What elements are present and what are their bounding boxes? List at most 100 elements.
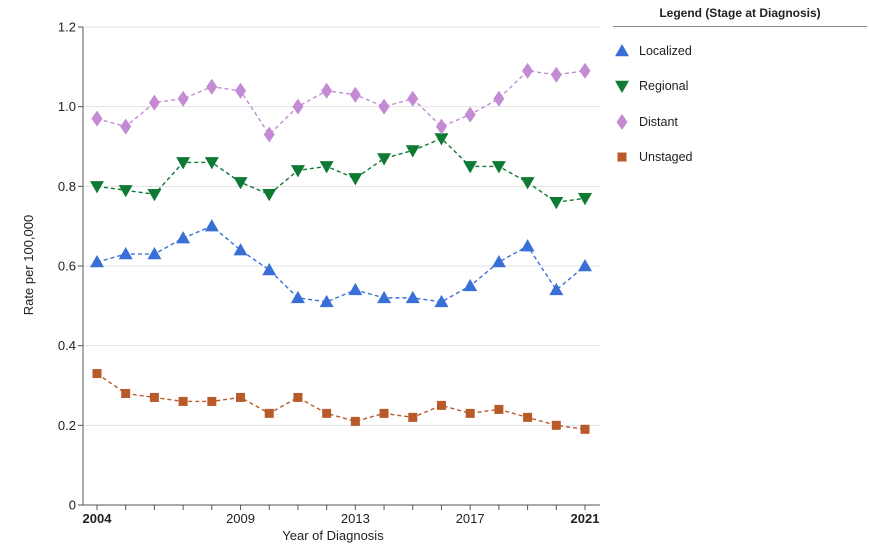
y-tick-label: 0	[69, 498, 76, 513]
data-point-localized	[204, 219, 219, 232]
data-point-regional	[90, 181, 104, 194]
series-line-regional	[96, 137, 586, 203]
data-point-distant	[235, 82, 247, 99]
data-point-regional	[204, 157, 219, 170]
series-line-unstaged	[96, 372, 586, 431]
data-point-localized	[90, 255, 104, 268]
legend-marker-distant	[616, 113, 628, 130]
data-point-regional	[491, 161, 506, 174]
x-tick-label: 2009	[226, 511, 255, 526]
data-point-distant	[435, 118, 447, 135]
y-tick-label: 1.2	[58, 20, 76, 35]
x-tick-label: 2021	[571, 511, 600, 526]
data-point-distant	[206, 78, 218, 95]
legend-label-regional: Regional	[639, 79, 689, 94]
legend-label-distant: Distant	[639, 114, 678, 129]
data-point-localized	[434, 294, 449, 308]
data-point-distant	[464, 106, 476, 123]
data-point-unstaged	[350, 416, 360, 426]
data-point-localized	[233, 243, 248, 256]
data-point-localized	[176, 231, 191, 244]
y-axis-title: Rate per 100,000	[21, 215, 36, 315]
series-unstaged	[92, 369, 590, 434]
data-point-localized	[491, 255, 506, 268]
x-axis-title: Year of Diagnosis	[282, 528, 384, 543]
data-point-distant	[177, 90, 189, 107]
y-tick-label: 0.4	[58, 338, 76, 353]
y-tick-label: 1.0	[58, 99, 76, 114]
data-point-regional	[348, 173, 363, 186]
legend-symbol-regional	[615, 81, 629, 94]
gridlines	[83, 26, 600, 426]
data-point-unstaged	[92, 369, 102, 379]
data-point-regional	[405, 145, 420, 158]
y-tick-label: 0.8	[58, 179, 76, 194]
data-point-unstaged	[322, 408, 332, 418]
series-distant	[91, 62, 591, 143]
data-point-distant	[148, 94, 160, 111]
data-point-regional	[520, 177, 535, 190]
data-point-regional	[463, 161, 478, 174]
data-point-distant	[522, 62, 534, 79]
series-regional	[90, 133, 592, 210]
series-localized	[90, 219, 592, 308]
data-point-regional	[434, 133, 449, 146]
legend: Legend (Stage at Diagnosis) Localized Reg…	[613, 4, 867, 175]
data-point-regional	[290, 165, 305, 178]
data-point-unstaged	[264, 408, 274, 418]
data-point-regional	[147, 189, 162, 202]
data-point-regional	[176, 157, 191, 170]
legend-item-unstaged: Unstaged	[613, 140, 867, 176]
data-point-unstaged	[436, 400, 446, 410]
data-point-localized	[262, 262, 277, 276]
data-point-distant	[378, 98, 390, 115]
data-point-regional	[118, 185, 133, 198]
legend-marker-unstaged	[617, 152, 627, 162]
legend-symbol-localized	[615, 43, 629, 56]
data-point-localized	[348, 282, 363, 296]
data-point-distant	[321, 82, 333, 99]
data-point-regional	[233, 177, 248, 190]
legend-item-distant: Distant	[613, 104, 867, 140]
data-point-distant	[407, 90, 419, 107]
data-point-unstaged	[551, 420, 561, 430]
data-point-unstaged	[408, 412, 418, 422]
data-point-localized	[405, 290, 420, 304]
data-point-distant	[579, 62, 591, 79]
data-point-unstaged	[494, 404, 504, 414]
data-point-distant	[493, 90, 505, 107]
axes: 0 0.2 0.4 0.6 0.8 1.0 1.2 2004 2009 2013 2017 2021	[58, 20, 600, 526]
legend-title: Legend (Stage at Diagnosis)	[613, 4, 867, 27]
data-point-unstaged	[207, 396, 217, 406]
data-point-regional	[578, 193, 592, 206]
data-point-unstaged	[149, 392, 159, 402]
legend-item-localized: Localized	[613, 33, 867, 69]
legend-symbol-distant	[616, 113, 628, 130]
data-point-localized	[463, 278, 478, 292]
data-point-regional	[549, 197, 564, 210]
data-point-unstaged	[379, 408, 389, 418]
data-point-unstaged	[178, 396, 188, 406]
data-point-localized	[520, 239, 535, 252]
data-point-unstaged	[236, 392, 246, 402]
data-point-distant	[292, 98, 304, 115]
series-group	[90, 62, 592, 434]
y-tick-label: 0.6	[58, 259, 76, 274]
x-tick-label: 2013	[341, 511, 370, 526]
data-point-unstaged	[121, 388, 131, 398]
x-tick-label: 2004	[83, 511, 113, 526]
legend-label-localized: Localized	[639, 43, 692, 58]
data-point-localized	[549, 282, 564, 296]
legend-marker-localized	[615, 43, 629, 56]
data-point-unstaged	[465, 408, 475, 418]
data-point-distant	[349, 86, 361, 103]
legend-label-unstaged: Unstaged	[639, 150, 693, 165]
data-point-localized	[319, 294, 334, 308]
series-line-distant	[96, 70, 586, 136]
data-point-regional	[319, 161, 334, 174]
y-tick-label: 0.2	[58, 418, 76, 433]
data-point-distant	[263, 126, 275, 143]
legend-marker-regional	[615, 81, 629, 94]
x-tick-label: 2017	[456, 511, 485, 526]
